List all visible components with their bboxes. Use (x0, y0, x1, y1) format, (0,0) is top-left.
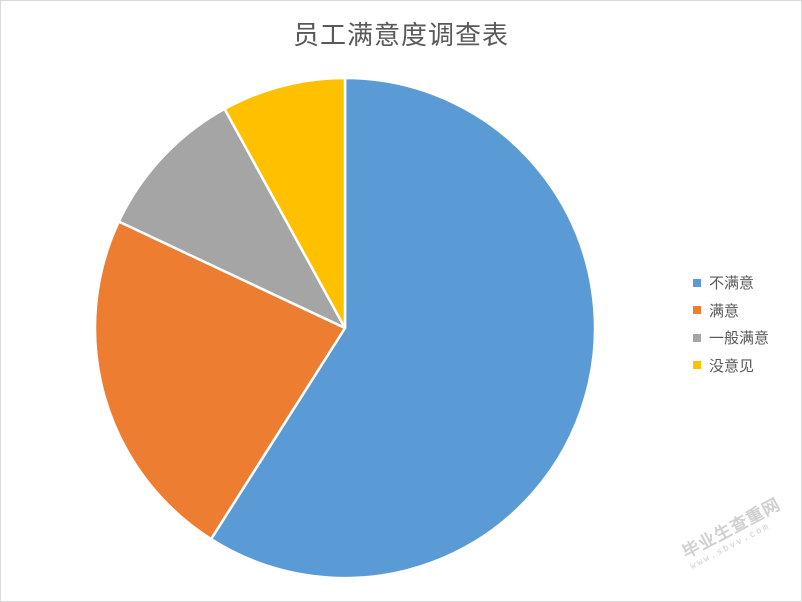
legend-item-fairly-satisfied[interactable]: 一般满意 (693, 324, 769, 352)
legend-item-not-satisfied[interactable]: 不满意 (693, 269, 769, 297)
legend-swatch (693, 361, 701, 370)
legend-swatch (693, 278, 701, 287)
legend-swatch (693, 306, 701, 315)
legend-swatch (693, 333, 701, 342)
legend-label: 满意 (709, 301, 740, 320)
legend-item-no-opinion[interactable]: 没意见 (693, 352, 769, 380)
legend: 不满意 满意 一般满意 没意见 (693, 269, 769, 379)
legend-label: 一般满意 (709, 329, 770, 348)
slice-satisfied[interactable] (93, 220, 347, 541)
slice-not-satisfied[interactable] (209, 76, 597, 580)
chart-title: 员工满意度调查表 (292, 21, 509, 51)
legend-label: 没意见 (709, 356, 755, 375)
slice-no-opinion[interactable] (223, 76, 347, 330)
legend-label: 不满意 (709, 274, 755, 293)
legend-item-satisfied[interactable]: 满意 (693, 297, 769, 325)
slice-fairly-satisfied[interactable] (117, 107, 347, 330)
